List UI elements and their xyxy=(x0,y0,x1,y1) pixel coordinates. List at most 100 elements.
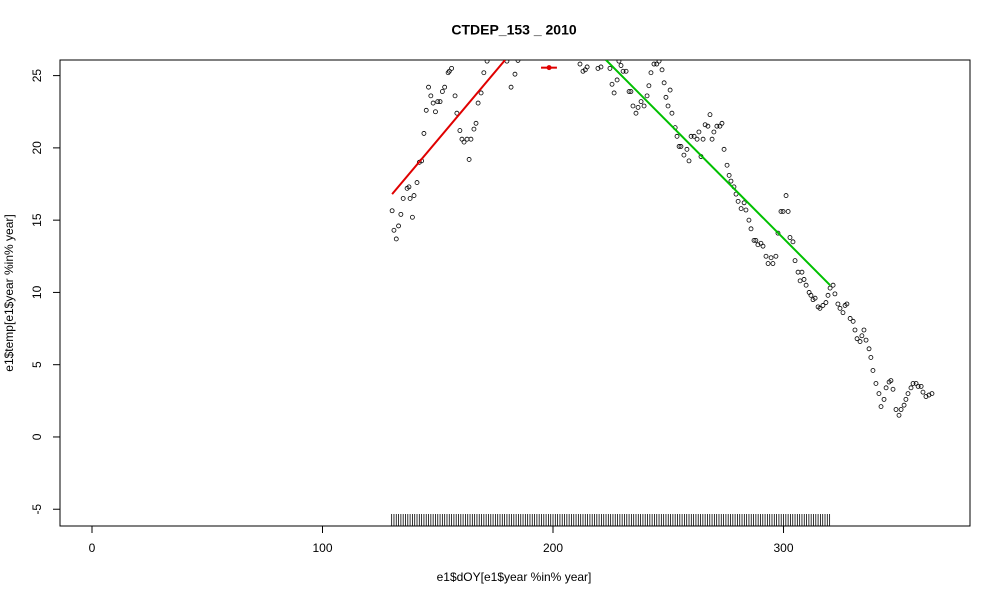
data-point xyxy=(667,87,673,93)
data-point xyxy=(406,184,412,190)
data-point xyxy=(847,316,853,321)
data-point xyxy=(663,94,669,100)
x-tick-label: 200 xyxy=(543,541,563,555)
y-tick-label: 0 xyxy=(30,433,44,440)
data-point xyxy=(659,67,665,73)
y-tick-label: 25 xyxy=(30,69,44,83)
data-point xyxy=(878,404,884,410)
data-point xyxy=(702,122,708,128)
data-point xyxy=(908,385,914,391)
data-point xyxy=(827,285,833,291)
data-point xyxy=(475,100,481,106)
data-point xyxy=(903,396,909,402)
data-point xyxy=(888,378,894,383)
data-point xyxy=(464,136,470,142)
data-point xyxy=(609,81,615,87)
data-point xyxy=(423,107,429,113)
data-point xyxy=(876,391,882,397)
data-point xyxy=(763,253,769,259)
data-point xyxy=(773,253,779,259)
y-tick-label: -5 xyxy=(30,504,44,515)
data-point xyxy=(775,230,781,236)
data-point xyxy=(795,269,801,275)
data-point xyxy=(896,412,902,418)
data-point xyxy=(661,80,667,86)
data-point xyxy=(611,90,617,96)
data-point xyxy=(735,198,741,204)
data-point xyxy=(616,60,622,64)
data-point xyxy=(915,383,921,389)
data-point xyxy=(644,93,650,99)
data-point xyxy=(389,208,395,214)
data-point xyxy=(803,282,809,288)
data-point xyxy=(598,64,604,70)
data-point xyxy=(669,110,675,116)
data-point xyxy=(910,381,916,386)
data-point xyxy=(840,310,846,316)
data-point xyxy=(686,158,692,164)
data-point xyxy=(430,100,436,106)
data-point xyxy=(442,84,448,90)
data-point xyxy=(870,368,876,373)
y-tick-label: 5 xyxy=(30,361,44,368)
data-point xyxy=(868,355,874,360)
data-point xyxy=(607,65,613,71)
data-point xyxy=(881,396,887,402)
data-point xyxy=(633,110,639,116)
data-point xyxy=(626,89,632,94)
marker-point xyxy=(546,65,552,71)
data-point xyxy=(768,255,774,261)
data-point xyxy=(466,157,472,162)
data-point xyxy=(719,120,725,126)
data-point xyxy=(696,129,702,135)
plot-frame xyxy=(59,59,971,527)
data-point xyxy=(654,61,660,67)
data-point xyxy=(852,327,858,333)
data-point xyxy=(753,237,759,243)
data-point xyxy=(641,103,647,109)
data-point xyxy=(709,136,715,142)
data-point xyxy=(873,381,879,386)
x-tick-label: 100 xyxy=(312,541,332,555)
data-point xyxy=(684,146,690,152)
data-point xyxy=(620,68,626,74)
data-point xyxy=(861,327,867,333)
data-point xyxy=(614,77,620,83)
data-point xyxy=(920,389,926,395)
data-point xyxy=(863,337,869,343)
data-point xyxy=(623,68,629,74)
y-tick-label: 15 xyxy=(30,213,44,227)
data-point xyxy=(457,128,463,133)
data-point xyxy=(452,93,458,99)
data-point xyxy=(473,120,479,126)
data-point xyxy=(830,282,836,288)
data-point xyxy=(638,99,644,105)
data-point xyxy=(688,133,694,139)
x-axis-label: e1$dOY[e1$year %in% year] xyxy=(437,570,592,584)
data-point xyxy=(825,292,831,298)
data-point xyxy=(618,63,624,68)
data-point xyxy=(823,300,829,305)
data-point xyxy=(726,172,732,178)
data-point xyxy=(801,277,807,282)
data-point xyxy=(832,291,838,297)
y-axis-label: e1$temp[e1$year %in% year] xyxy=(2,214,16,371)
data-point xyxy=(515,60,521,63)
data-point xyxy=(835,301,841,307)
data-point xyxy=(844,301,850,307)
data-point xyxy=(778,209,784,214)
data-point xyxy=(770,261,776,266)
data-point xyxy=(678,144,684,149)
data-point xyxy=(746,217,752,223)
data-point xyxy=(454,110,460,116)
data-point xyxy=(478,90,484,96)
data-point xyxy=(694,136,700,142)
data-point xyxy=(508,84,514,90)
data-point xyxy=(787,235,793,240)
data-point xyxy=(918,383,924,389)
data-point xyxy=(628,89,634,94)
data-point xyxy=(901,402,907,408)
fit-line xyxy=(391,60,506,195)
data-point xyxy=(883,385,889,391)
data-point xyxy=(705,123,711,129)
